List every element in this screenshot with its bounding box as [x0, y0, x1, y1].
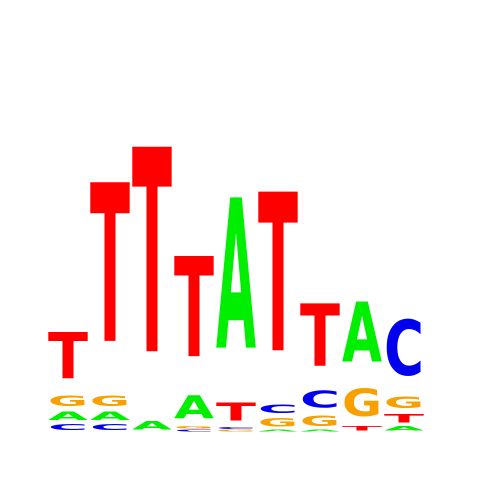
nucleotide-g: G — [174, 425, 214, 429]
nucleotide-g: G — [384, 393, 424, 412]
logo-column-8: TGA — [342, 286, 383, 432]
nucleotide-t: T — [342, 425, 383, 432]
nucleotide-t: T — [258, 148, 298, 402]
nucleotide-a: A — [300, 429, 341, 432]
nucleotide-t: T — [216, 397, 256, 427]
nucleotide-c: C — [216, 427, 256, 430]
nucleotide-a: A — [48, 409, 88, 422]
logo-column-3: AT — [132, 91, 172, 432]
nucleotide-t: T — [174, 229, 214, 389]
nucleotide-g: G — [90, 394, 130, 410]
nucleotide-t: T — [48, 321, 88, 393]
nucleotide-c: C — [48, 423, 88, 432]
nucleotide-g: G — [342, 382, 382, 425]
nucleotide-c: C — [300, 386, 340, 413]
nucleotide-c: C — [90, 423, 130, 432]
nucleotide-t: T — [132, 91, 172, 418]
nucleotide-t: T — [384, 412, 424, 425]
nucleotide-t: T — [300, 288, 340, 387]
nucleotide-a: A — [90, 409, 130, 422]
nucleotide-g: G — [300, 414, 340, 430]
nucleotide-a: A — [174, 390, 214, 426]
nucleotide-g: G — [48, 394, 88, 410]
nucleotide-g: G — [216, 429, 256, 432]
nucleotide-a: A — [342, 286, 382, 382]
nucleotide-c: C — [258, 403, 298, 416]
nucleotide-c: C — [384, 305, 424, 393]
nucleotide-t: T — [90, 139, 130, 393]
nucleotide-a: A — [216, 158, 256, 397]
nucleotide-a: A — [132, 419, 172, 432]
nucleotide-g: G — [258, 416, 298, 429]
nucleotide-c: C — [174, 429, 214, 432]
nucleotide-a: A — [384, 425, 425, 432]
nucleotide-a: A — [258, 429, 299, 432]
